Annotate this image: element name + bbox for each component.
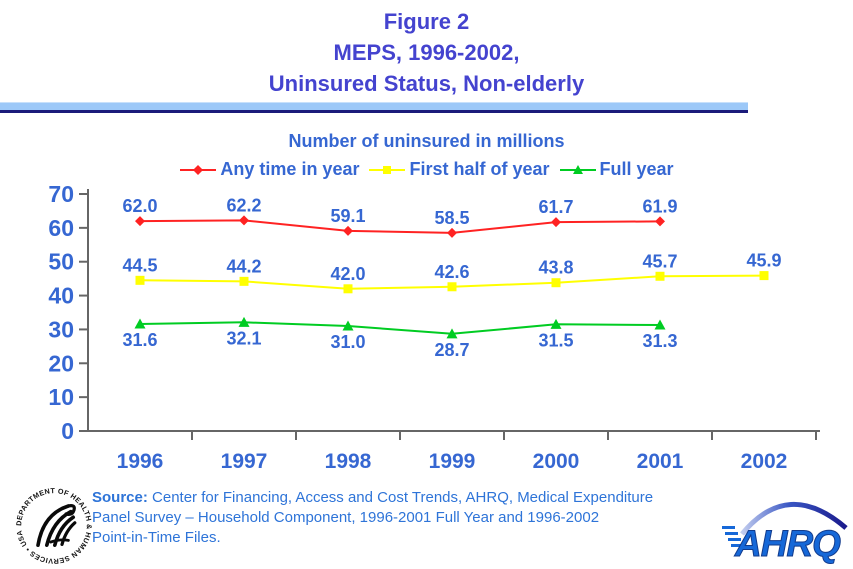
chart-legend: Any time in year First half of year Full… [0,159,853,180]
marker-square-icon [551,278,561,288]
data-label: 45.9 [746,251,781,271]
data-label: 62.0 [122,196,157,216]
marker-triangle-icon [238,316,250,327]
title-divider [0,102,748,113]
ahrq-speedlines-icon [722,526,744,547]
title-line-3: Uninsured Status, Non-elderly [268,71,585,96]
marker-square-icon [447,282,457,292]
y-tick-label: 10 [48,384,74,410]
hhs-eagle-icon [36,504,77,547]
series-line [139,321,661,335]
marker-square-icon [655,271,665,281]
marker-triangle-icon [446,328,458,339]
x-tick-label: 2000 [533,450,580,473]
marker-diamond-icon [655,216,665,227]
data-label: 62.2 [226,195,261,215]
marker-diamond-icon [239,215,249,226]
source-text: Source: Center for Financing, Access and… [92,488,762,548]
data-label: 31.3 [642,331,677,351]
marker-square-icon [759,271,769,281]
title-line-1: Figure 2 [383,9,470,34]
marker-square-icon [239,276,249,286]
x-tick-label: 1996 [117,450,164,473]
series-line [139,274,765,290]
x-tick-label: 1998 [325,450,372,473]
chart-title: Figure 2 MEPS, 1996-2002, Uninsured Stat… [0,6,853,99]
marker-diamond-icon [447,227,457,238]
data-label: 61.9 [642,196,677,216]
data-label: 28.7 [434,340,469,360]
y-tick-label: 40 [48,283,74,309]
legend-label: Full year [599,159,674,179]
marker-square-icon [343,284,353,294]
chart-subtitle: Number of uninsured in millions [288,131,565,151]
series-line [139,219,661,234]
y-tick-label: 20 [48,350,74,376]
y-tick-label: 60 [48,215,74,241]
data-label: 44.2 [226,256,261,276]
marker-triangle-icon [654,319,666,330]
x-tick-label: 2001 [637,450,684,473]
legend-marker-square-icon [369,165,406,174]
marker-triangle-icon [134,318,146,329]
source-line-1: Source: Center for Financing, Access and… [92,489,654,506]
title-line-2: MEPS, 1996-2002, [333,40,520,65]
x-tick-label: 1999 [429,450,476,473]
data-label: 44.5 [122,255,157,275]
data-label: 31.0 [330,332,365,352]
data-label: 59.1 [330,206,365,226]
line-chart: 0 10 20 30 40 50 60 70 1996 1997 1998 1999 2000 2001 2… [48,182,820,473]
data-label: 31.5 [538,330,573,350]
ahrq-arc-icon [740,502,848,536]
x-tick-label: 2002 [741,450,788,473]
legend-item-full-year: Full year [559,159,674,180]
source-line-3: Point-in-Time Files. [92,529,221,546]
y-tick-label: 30 [48,316,74,342]
marker-diamond-icon [551,217,561,228]
y-tick-label: 70 [48,182,74,207]
marker-square-icon [135,275,145,285]
y-tick-label: 0 [61,418,74,444]
data-label: 31.6 [122,330,157,350]
hhs-logo: DEPARTMENT OF HEALTH & HUMAN SERVICES • … [14,486,93,566]
marker-diamond-icon [343,225,353,236]
marker-diamond-icon [135,216,145,227]
data-label: 58.5 [434,208,469,228]
legend-marker-diamond-icon [180,164,217,175]
data-label: 61.7 [538,197,573,217]
legend-item-any-time-in-year: Any time in year [179,159,359,180]
ahrq-wordmark: AHRQ [734,523,841,564]
marker-triangle-icon [550,318,562,329]
ahrq-logo: AHRQ [722,502,848,565]
legend-label: Any time in year [220,159,360,179]
y-tick-label: 50 [48,249,74,275]
legend-label: First half of year [409,159,550,179]
source-line-2: Panel Survey – Household Component, 1996… [92,509,600,526]
x-tick-label: 1997 [221,450,268,473]
data-label: 42.6 [434,262,469,282]
data-label: 45.7 [642,251,677,271]
source-label: Source: [92,489,148,506]
data-label: 43.8 [538,258,573,278]
data-label: 42.0 [330,264,365,284]
data-label: 32.1 [226,328,261,348]
legend-item-first-half-of-year: First half of year [368,159,550,180]
marker-triangle-icon [342,320,354,331]
legend-marker-triangle-icon [559,164,596,174]
